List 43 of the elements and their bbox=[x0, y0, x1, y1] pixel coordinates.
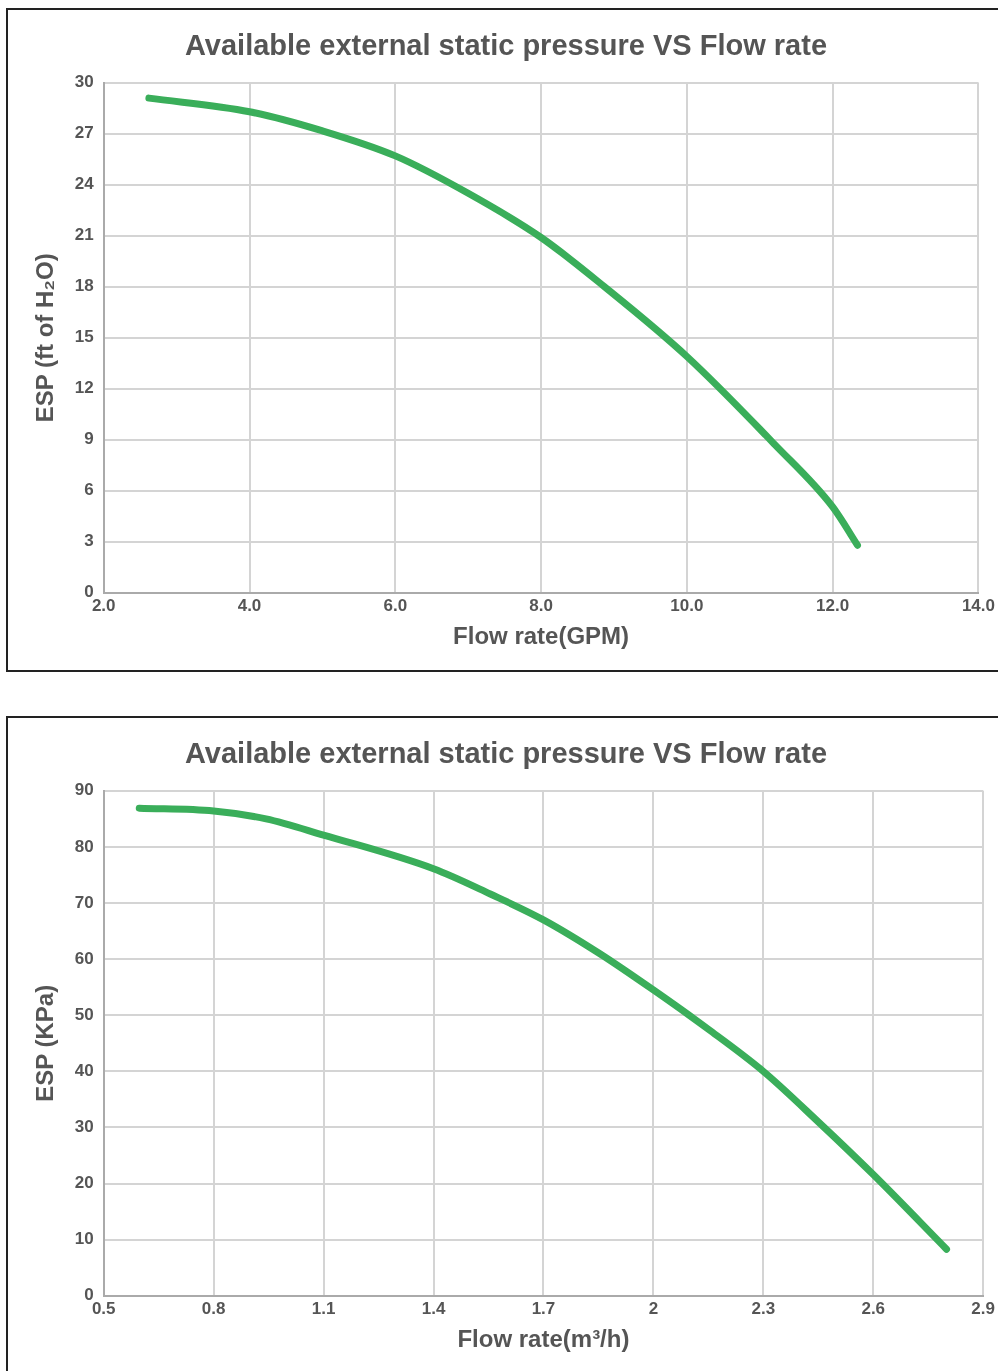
y-tick-label: 90 bbox=[74, 780, 94, 800]
y-tick-label: 15 bbox=[74, 327, 94, 347]
y-tick-label: 70 bbox=[74, 892, 94, 912]
y-tick-label: 10 bbox=[74, 1229, 94, 1249]
y-tick-label: 30 bbox=[74, 1117, 94, 1137]
y-tick-label: 27 bbox=[74, 123, 94, 143]
x-tick-label: 14.0 bbox=[961, 595, 995, 615]
y-tick-label: 50 bbox=[74, 1004, 94, 1024]
x-tick-label: 1.7 bbox=[531, 1298, 556, 1318]
chart-title: Available external static pressure VS Flow rate bbox=[184, 737, 828, 770]
y-axis-title: ESP (ft of H₂O) bbox=[31, 253, 59, 423]
x-axis-title: Flow rate(GPM) bbox=[453, 622, 630, 650]
y-tick-label: 18 bbox=[74, 276, 94, 296]
x-tick-label: 0.8 bbox=[201, 1298, 226, 1318]
y-tick-label: 0 bbox=[84, 1285, 94, 1305]
y-tick-label: 21 bbox=[74, 225, 94, 245]
x-tick-label: 2.6 bbox=[861, 1298, 886, 1318]
y-tick-label: 6 bbox=[84, 480, 94, 500]
x-tick-label: 2.3 bbox=[751, 1298, 776, 1318]
x-tick-label: 10.0 bbox=[670, 595, 704, 615]
x-tick-label: 8.0 bbox=[529, 595, 553, 615]
x-tick-label: 1.4 bbox=[421, 1298, 446, 1318]
chart-title: Available external static pressure VS Flow rate bbox=[184, 29, 828, 62]
x-tick-label: 4.0 bbox=[237, 595, 262, 615]
y-tick-label: 0 bbox=[84, 582, 94, 602]
y-tick-label: 9 bbox=[84, 429, 94, 449]
y-tick-label: 80 bbox=[74, 836, 94, 856]
x-tick-label: 6.0 bbox=[383, 595, 408, 615]
x-tick-label: 1.1 bbox=[311, 1298, 336, 1318]
x-tick-label: 0.5 bbox=[91, 1298, 116, 1318]
y-tick-label: 60 bbox=[74, 948, 94, 968]
y-tick-label: 12 bbox=[74, 378, 94, 398]
y-tick-label: 24 bbox=[74, 174, 95, 194]
x-tick-label: 12.0 bbox=[816, 595, 850, 615]
x-axis-title: Flow rate(m³/h) bbox=[457, 1325, 630, 1353]
y-tick-label: 40 bbox=[74, 1061, 94, 1081]
y-tick-label: 20 bbox=[74, 1173, 94, 1193]
y-tick-label: 30 bbox=[74, 72, 94, 92]
y-tick-label: 3 bbox=[84, 531, 94, 551]
x-tick-label: 2 bbox=[648, 1298, 659, 1318]
y-axis-title: ESP (KPa) bbox=[31, 984, 59, 1102]
x-tick-label: 2.9 bbox=[971, 1298, 995, 1318]
x-tick-label: 2.0 bbox=[91, 595, 116, 615]
